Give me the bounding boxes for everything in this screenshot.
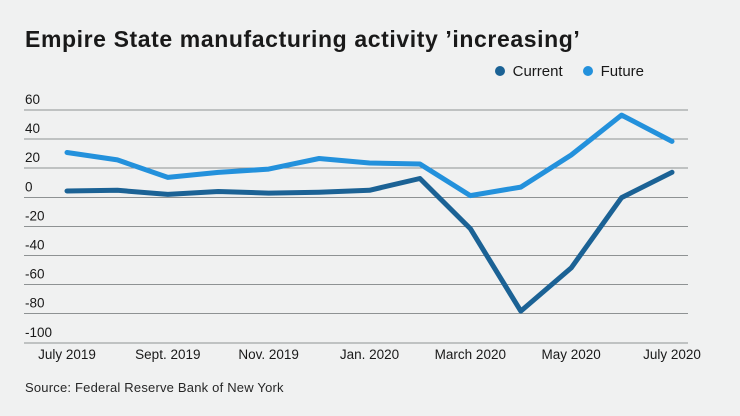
legend-item-current: Current [494,62,563,80]
legend-dot-current-icon [494,66,505,76]
y-axis-label: -20 [25,208,45,223]
y-axis-label: 0 [25,179,33,194]
legend-label-current: Current [512,62,563,80]
legend-item-future: Future [582,62,644,80]
y-axis-label: 40 [25,121,40,136]
x-axis-label: Nov. 2019 [238,347,299,362]
source-note: Source: Federal Reserve Bank of New York [25,380,284,395]
x-axis-label: July 2019 [38,347,96,362]
legend-dot-future-icon [582,66,593,76]
legend-label-future: Future [600,62,644,80]
x-axis-label: July 2020 [643,347,701,362]
y-axis-label: -40 [25,238,45,253]
x-axis-label: Sept. 2019 [135,347,200,362]
x-axis-label: March 2020 [435,347,506,362]
series-line-current [64,169,675,314]
y-axis-label: -80 [25,296,45,311]
y-axis-label: -100 [25,325,52,340]
chart-title: Empire State manufacturing activity ’inc… [25,26,581,52]
series-line-future [64,112,675,199]
y-axis-label: 60 [25,92,40,107]
y-axis-label: -60 [25,267,45,282]
y-axis-label: 20 [25,150,40,165]
x-axis-label: May 2020 [542,347,601,362]
x-axis-label: Jan. 2020 [340,347,399,362]
chart-legend: Current Future [494,62,644,80]
